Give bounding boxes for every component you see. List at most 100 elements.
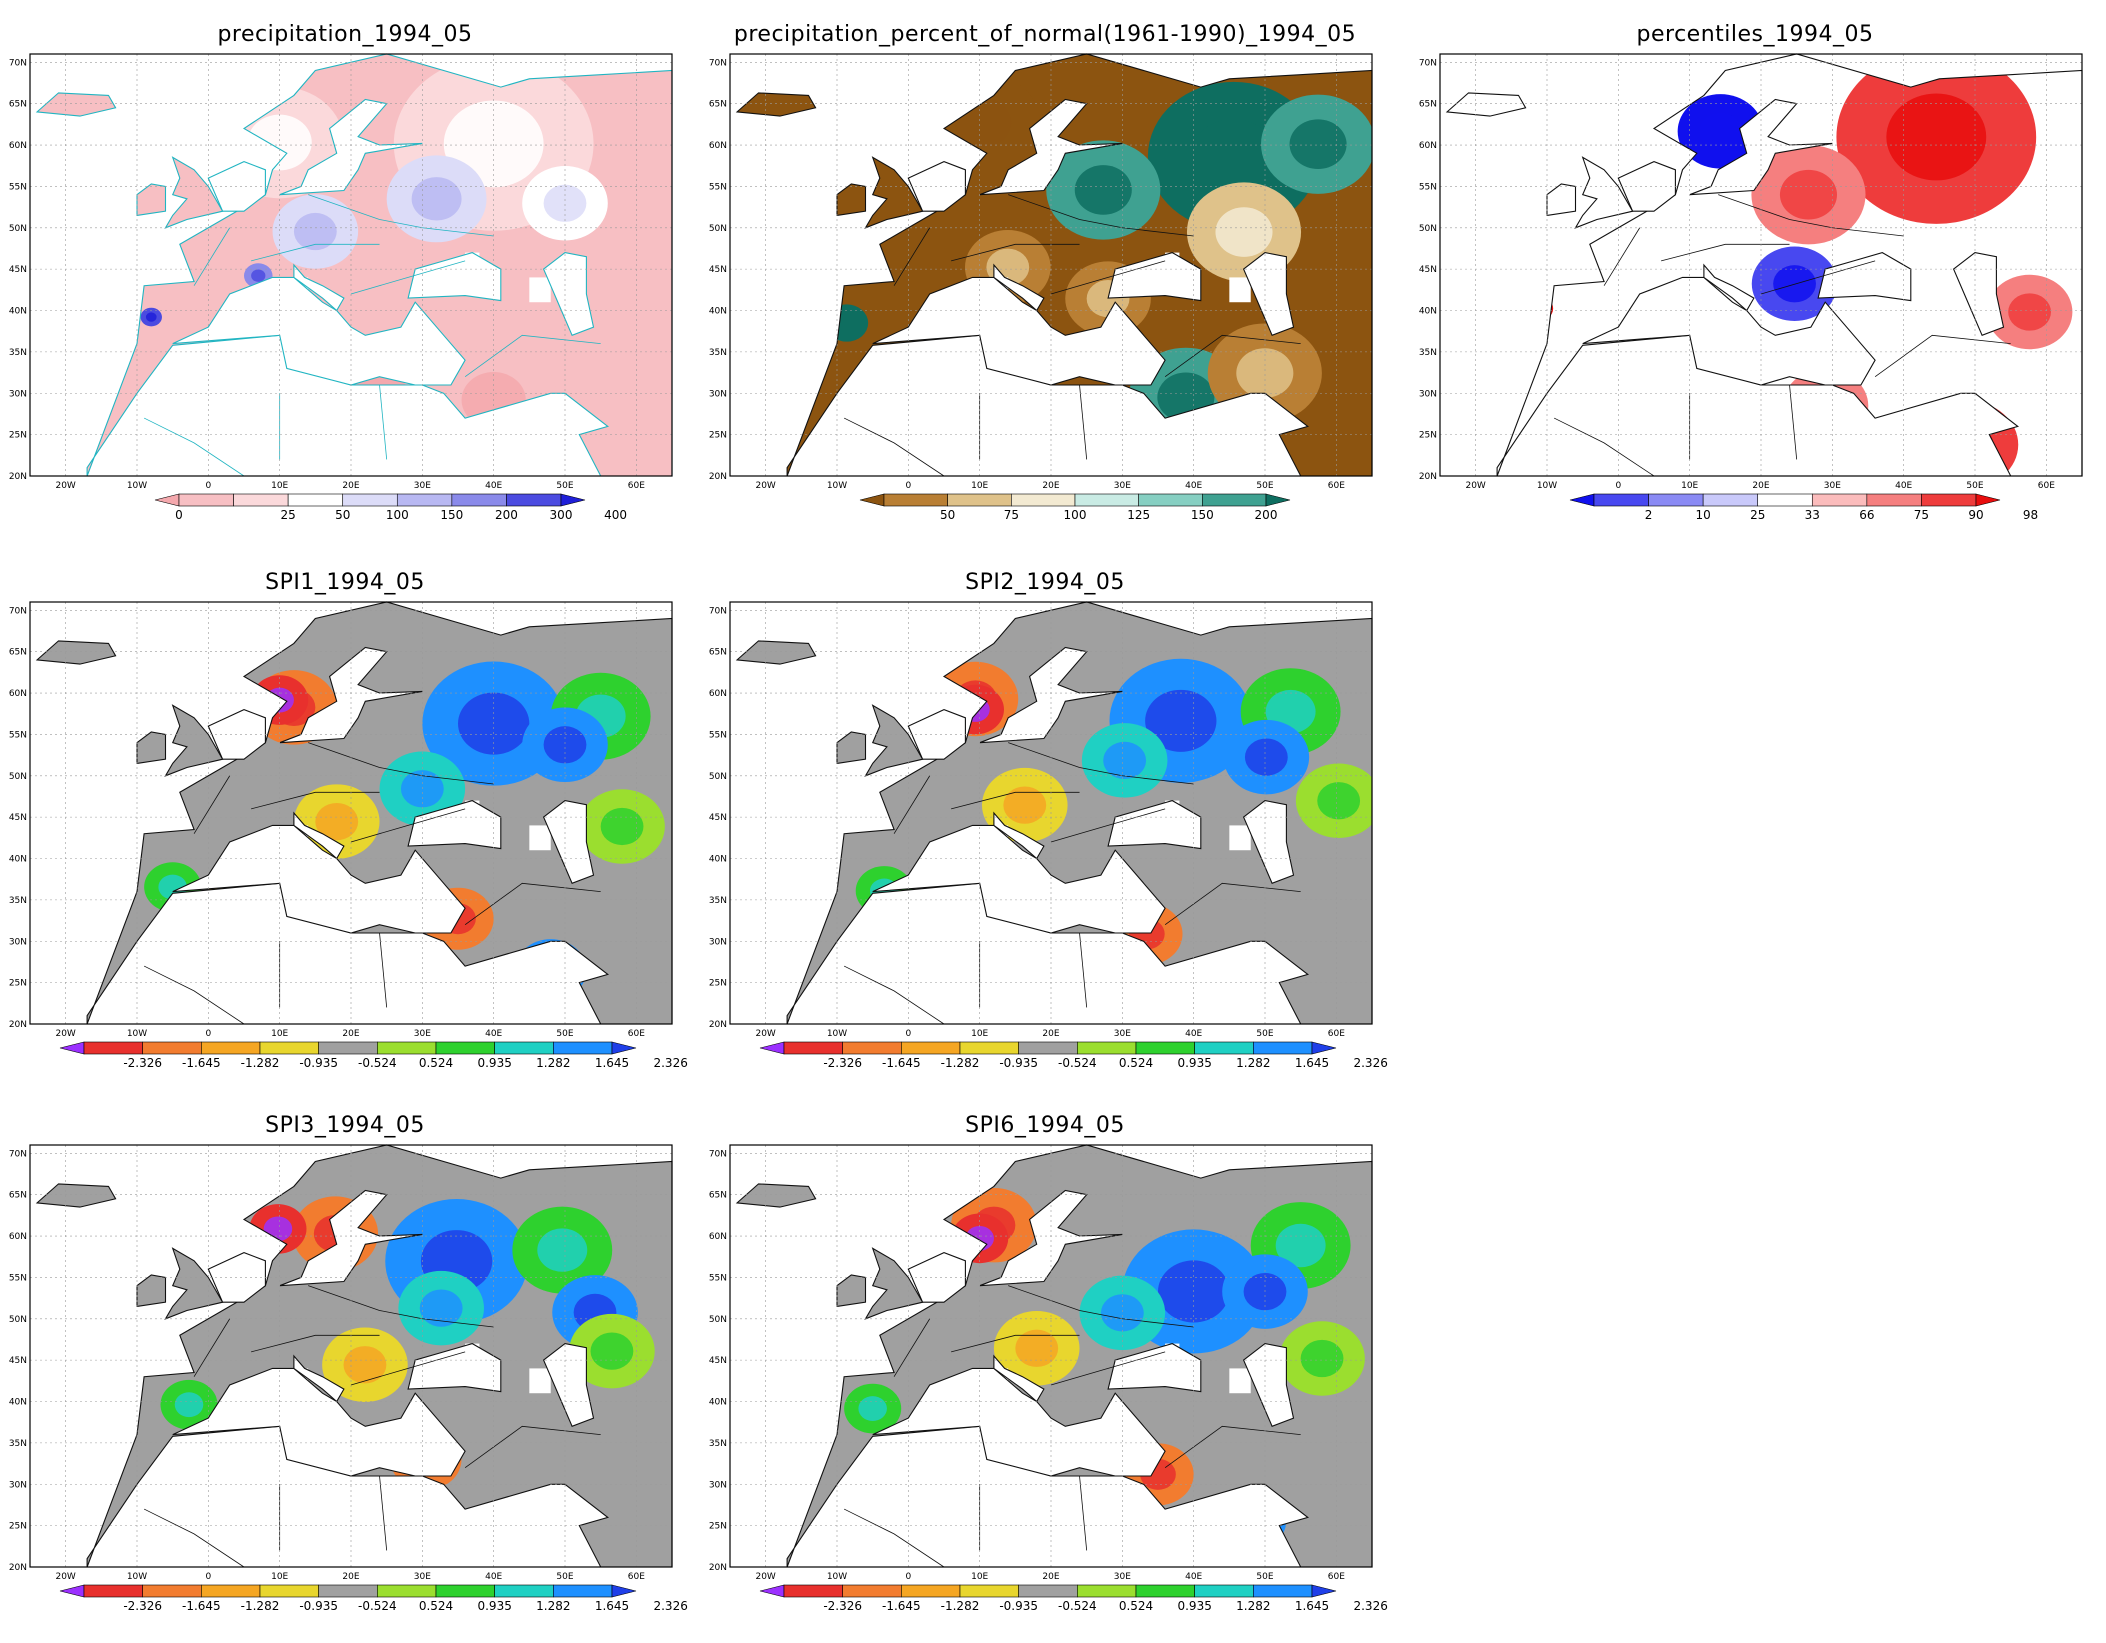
lat-tick-label: 20N: [709, 472, 727, 482]
colorbar-swatch: [1593, 493, 1649, 507]
lon-tick-label: 10W: [127, 1572, 147, 1582]
lat-tick-label: 55N: [709, 730, 727, 740]
colorbar-label: 0.524: [1119, 1056, 1153, 1070]
spi6-map: 20N 25N 30N 35N 40N 45N 50N 55N 60N 65N 70N 20W 10W 0…: [700, 1143, 1390, 1643]
lat-tick-label: 45N: [709, 265, 727, 275]
colorbar-label: 0: [175, 508, 183, 522]
colorbar-swatch: [1138, 493, 1203, 507]
lat-tick-label: 65N: [709, 1191, 727, 1201]
panel-percent-of-normal: precipitation_percent_of_normal(1961-199…: [700, 22, 1390, 542]
lon-tick-label: 10W: [827, 1572, 847, 1582]
lat-tick-label: 20N: [9, 472, 27, 482]
colorbar-label: 1.282: [1236, 1599, 1270, 1613]
lat-tick-label: 60N: [9, 689, 27, 699]
panel-spi1: SPI1_1994_05 20N 25N 30N 35N 40N 45N 50N 55N 60N…: [0, 570, 690, 1090]
lat-tick-label: 25N: [9, 979, 27, 989]
colorbar-label: -2.326: [123, 1056, 162, 1070]
colorbar-swatch: [553, 1041, 613, 1055]
map-svg: 20N 25N 30N 35N 40N 45N 50N 55N 60N 65N 70N 20W 10W 0…: [9, 601, 688, 1070]
colorbar-label: -0.524: [358, 1056, 397, 1070]
colorbar-label: 50: [335, 508, 350, 522]
colorbar-label: -2.326: [823, 1056, 862, 1070]
lat-tick-label: 65N: [709, 648, 727, 658]
colorbar-label: 90: [1968, 508, 1983, 522]
lat-tick-label: 35N: [709, 896, 727, 906]
colorbar-under-arrow: [759, 1041, 785, 1055]
colorbar-label: 66: [1859, 508, 1874, 522]
colorbar-label: -1.282: [941, 1056, 980, 1070]
colorbar-label: -2.326: [823, 1599, 862, 1613]
lat-tick-label: 70N: [9, 1149, 27, 1159]
lat-tick-label: 25N: [1419, 431, 1437, 441]
lat-tick-label: 55N: [9, 182, 27, 192]
lat-tick-label: 35N: [9, 348, 27, 358]
colorbar: -2.326 -1.645 -1.282 -0.935 -0.524 0.524 0.935…: [59, 1584, 688, 1613]
lat-tick-label: 70N: [709, 606, 727, 616]
panel-spi6: SPI6_1994_05 20N 25N 30N 35N 40N 45N 50N 55N 60N…: [700, 1113, 1390, 1633]
colorbar-over-arrow: [1975, 493, 2001, 507]
colorbar-swatch: [142, 1584, 202, 1598]
colorbar-label: -2.326: [123, 1599, 162, 1613]
lat-tick-label: 65N: [1419, 100, 1437, 110]
lat-tick-label: 45N: [1419, 265, 1437, 275]
colorbar-swatch: [435, 1584, 495, 1598]
colorbar-swatch: [506, 493, 562, 507]
colorbar-label: 100: [1064, 508, 1087, 522]
lon-tick-label: 10E: [271, 481, 288, 491]
colorbar-swatch: [1921, 493, 1977, 507]
colorbar-swatch: [318, 1041, 378, 1055]
lon-tick-label: 10E: [971, 1572, 988, 1582]
lon-tick-label: 30E: [1114, 1572, 1131, 1582]
lat-tick-label: 40N: [9, 855, 27, 865]
lon-tick-label: 30E: [414, 481, 431, 491]
colorbar-swatch: [901, 1584, 961, 1598]
lat-tick-label: 55N: [1419, 182, 1437, 192]
colorbar-swatch: [959, 1041, 1019, 1055]
lat-tick-label: 65N: [9, 648, 27, 658]
colorbar-swatch: [1135, 1584, 1195, 1598]
lon-tick-label: 40E: [485, 1572, 502, 1582]
colorbar-label: -1.645: [882, 1599, 921, 1613]
lon-tick-label: 60E: [1328, 1572, 1345, 1582]
lat-tick-label: 40N: [9, 307, 27, 317]
colorbar: -2.326 -1.645 -1.282 -0.935 -0.524 0.524 0.935…: [759, 1041, 1388, 1070]
lon-tick-label: 30E: [1114, 1029, 1131, 1039]
lon-tick-label: 40E: [1185, 1572, 1202, 1582]
colorbar-swatch: [947, 493, 1012, 507]
colorbar-under-arrow: [859, 493, 885, 507]
lon-tick-label: 40E: [1895, 481, 1912, 491]
panel-title: precipitation_1994_05: [217, 22, 473, 47]
lat-tick-label: 30N: [9, 389, 27, 399]
colorbar-label: 1.282: [1236, 1056, 1270, 1070]
lon-tick-label: 40E: [1185, 481, 1202, 491]
colorbar-swatch: [1811, 493, 1868, 507]
colorbar-label: 75: [1004, 508, 1019, 522]
colorbar-swatch: [83, 1584, 143, 1598]
colorbar-under-arrow: [154, 493, 180, 507]
lon-tick-label: 20W: [55, 481, 75, 491]
lon-tick-label: 20E: [342, 1572, 359, 1582]
panel-title: percentiles_1994_05: [1636, 22, 1874, 47]
lat-tick-label: 50N: [709, 772, 727, 782]
lon-tick-label: 50E: [1966, 481, 1983, 491]
lat-tick-label: 55N: [9, 730, 27, 740]
lon-tick-label: 0: [1615, 481, 1621, 491]
lat-tick-label: 20N: [1419, 472, 1437, 482]
colorbar-swatch: [1253, 1041, 1313, 1055]
map-svg: 20N 25N 30N 35N 40N 45N 50N 55N 60N 65N 70N 20W 10W 0…: [1419, 53, 2083, 522]
lat-tick-label: 30N: [9, 1480, 27, 1490]
lat-tick-label: 25N: [709, 431, 727, 441]
lon-tick-label: 50E: [1256, 1029, 1273, 1039]
colorbar-swatch: [201, 1041, 261, 1055]
lon-tick-label: 40E: [1185, 1029, 1202, 1039]
colorbar-under-arrow: [1569, 493, 1595, 507]
colorbar-over-arrow: [611, 1041, 637, 1055]
colorbar-label: 1.645: [595, 1056, 629, 1070]
colorbar-label: 125: [1127, 508, 1150, 522]
colorbar-over-arrow: [1311, 1584, 1337, 1598]
colorbar-swatch: [783, 1041, 843, 1055]
colorbar-label: 100: [386, 508, 409, 522]
lat-tick-label: 45N: [709, 1356, 727, 1366]
colorbar-label: 0.524: [419, 1599, 453, 1613]
lon-tick-label: 0: [905, 1572, 911, 1582]
